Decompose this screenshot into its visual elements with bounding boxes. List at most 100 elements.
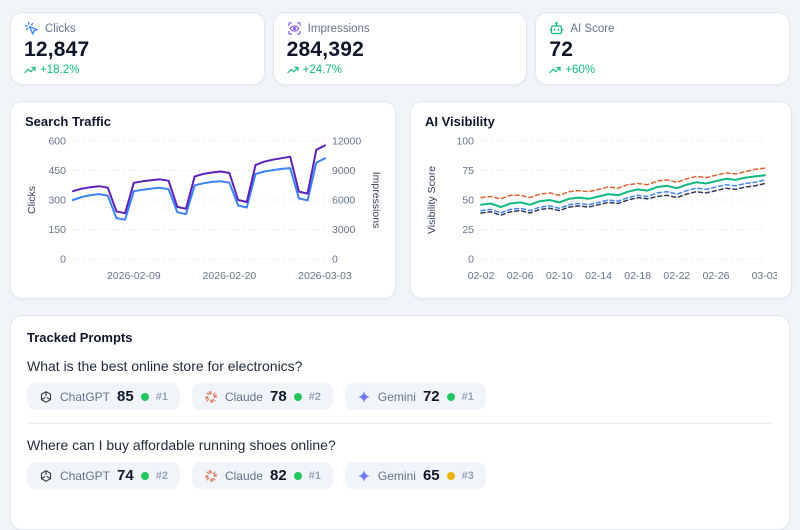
chatgpt-icon [39, 469, 53, 483]
ai-visibility-chart: 0 25 50 75 100 Visibility Score 02-02 02-06 02-1… [426, 136, 777, 283]
status-dot [446, 471, 455, 480]
model-chips-row: ChatGPT 85 #1 Claude 78 #2 [27, 383, 773, 410]
stats-row: Clicks 12,847 +18.2% Impressions 284,392 [10, 12, 791, 85]
trending-up-icon [24, 64, 36, 76]
model-name: Gemini [377, 389, 416, 404]
model-score: 78 [269, 388, 287, 405]
model-score: 74 [117, 467, 134, 484]
model-score-chip-claude: Claude 82 #1 [191, 462, 333, 489]
svg-text:02-26: 02-26 [703, 270, 730, 282]
model-rank: #3 [461, 469, 474, 482]
svg-text:50: 50 [462, 195, 474, 207]
stat-label: Clicks [45, 22, 76, 35]
model-score-chip-chatgpt: ChatGPT 74 #2 [27, 462, 180, 489]
stat-label: AI Score [570, 22, 615, 35]
svg-text:02-18: 02-18 [624, 270, 651, 282]
tracked-prompts-title: Tracked Prompts [27, 330, 133, 345]
trending-up-icon [549, 64, 561, 76]
model-score: 82 [269, 467, 287, 484]
stat-trend: +18.2% [24, 64, 251, 76]
svg-text:Clicks: Clicks [26, 186, 38, 214]
prompt-question: What is the best online store for electr… [27, 358, 303, 374]
status-dot [140, 471, 149, 480]
model-rank: #2 [308, 390, 321, 403]
svg-text:2026-03-03: 2026-03-03 [298, 270, 352, 282]
model-name: Gemini [377, 468, 416, 483]
svg-text:02-02: 02-02 [468, 270, 495, 282]
gemini-icon [357, 469, 371, 483]
tracked-prompts-card: Tracked Prompts What is the best online … [10, 315, 790, 530]
stat-trend-value: +24.7% [302, 64, 342, 76]
mouse-click-icon [24, 21, 39, 36]
status-dot [293, 471, 302, 480]
svg-text:6000: 6000 [332, 195, 356, 207]
model-score-chip-gemini: Gemini 65 #3 [344, 462, 486, 489]
gemini-icon [357, 390, 371, 404]
chart-title: AI Visibility [425, 114, 495, 129]
svg-text:02-06: 02-06 [507, 270, 534, 282]
prompt-row: What is the best online store for electr… [27, 358, 773, 410]
stat-trend: +60% [549, 64, 776, 76]
model-rank: #1 [461, 390, 474, 403]
scan-eye-icon [287, 21, 302, 36]
model-chips-row: ChatGPT 74 #2 Claude 82 #1 [27, 462, 773, 489]
svg-text:3000: 3000 [332, 224, 356, 236]
svg-text:02-10: 02-10 [546, 270, 573, 282]
model-rank: #1 [308, 469, 321, 482]
claude-icon [204, 469, 218, 483]
status-dot [293, 392, 302, 401]
svg-text:02-22: 02-22 [663, 270, 690, 282]
model-name: ChatGPT [60, 468, 111, 483]
stat-value: 12,847 [24, 38, 90, 61]
svg-text:0: 0 [468, 254, 474, 266]
model-score-chip-claude: Claude 78 #2 [191, 383, 333, 410]
svg-text:9000: 9000 [332, 165, 356, 177]
ai-visibility-card: AI Visibility 0 25 50 75 100 Visibility Score… [410, 101, 792, 299]
svg-text:450: 450 [48, 165, 66, 177]
stat-label: Impressions [307, 22, 370, 35]
svg-text:Visibility Score: Visibility Score [426, 166, 438, 234]
bot-icon [549, 21, 564, 36]
trending-up-icon [287, 64, 299, 76]
model-name: Claude [224, 389, 263, 404]
stat-value: 284,392 [286, 38, 364, 61]
svg-text:03-03: 03-03 [752, 270, 777, 282]
svg-text:0: 0 [332, 254, 338, 266]
prompt-row: Where can I buy affordable running shoes… [27, 437, 773, 489]
svg-text:100: 100 [456, 136, 474, 148]
chatgpt-icon [39, 390, 53, 404]
svg-text:12000: 12000 [332, 136, 361, 148]
stat-trend-value: +60% [565, 64, 596, 76]
model-score-chip-gemini: Gemini 72 #1 [344, 383, 486, 410]
svg-text:300: 300 [48, 195, 66, 207]
stat-card-impressions: Impressions 284,392 +24.7% [272, 12, 528, 85]
search-traffic-card: Search Traffic 0 150 300 450 600 0 3000 6000 900… [10, 101, 396, 299]
svg-text:2026-02-09: 2026-02-09 [107, 270, 161, 282]
model-rank: #1 [155, 390, 168, 403]
stat-card-ai-score: AI Score 72 +60% [535, 12, 791, 85]
status-dot [446, 392, 455, 401]
status-dot [140, 392, 149, 401]
divider [27, 423, 773, 424]
svg-text:150: 150 [48, 224, 66, 236]
model-rank: #2 [155, 469, 168, 482]
model-score: 72 [422, 388, 440, 405]
svg-text:Impressions: Impressions [370, 172, 382, 229]
model-name: ChatGPT [60, 389, 111, 404]
model-score: 85 [117, 388, 134, 405]
svg-text:600: 600 [48, 136, 66, 148]
prompt-question: Where can I buy affordable running shoes… [27, 437, 336, 453]
model-score: 65 [422, 467, 440, 484]
svg-text:75: 75 [462, 165, 474, 177]
stat-value: 72 [549, 38, 574, 61]
stat-trend: +24.7% [287, 64, 514, 76]
claude-icon [204, 390, 218, 404]
stat-trend-value: +18.2% [40, 64, 80, 76]
model-score-chip-chatgpt: ChatGPT 85 #1 [27, 383, 180, 410]
charts-row: Search Traffic 0 150 300 450 600 0 3000 6000 900… [10, 101, 792, 299]
svg-text:25: 25 [462, 224, 474, 236]
stat-card-clicks: Clicks 12,847 +18.2% [10, 12, 265, 85]
chart-title: Search Traffic [25, 114, 111, 129]
svg-text:02-14: 02-14 [585, 270, 612, 282]
